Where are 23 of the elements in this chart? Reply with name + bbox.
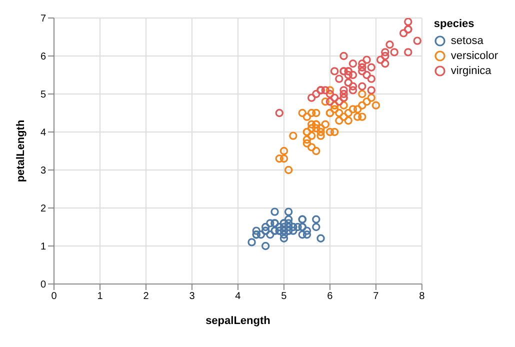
legend-label: versicolor (450, 50, 498, 62)
legend-label: setosa (450, 34, 484, 46)
y-tick-label: 7 (40, 14, 46, 25)
x-tick-label: 4 (235, 291, 242, 302)
y-axis-title: petalLength (14, 120, 27, 182)
x-tick-label: 8 (419, 291, 426, 302)
y-tick-label: 2 (40, 204, 46, 215)
x-tick-label: 6 (327, 291, 334, 302)
x-tick-label: 0 (51, 291, 58, 302)
y-tick-label: 6 (40, 52, 46, 63)
x-tick-label: 7 (373, 291, 380, 302)
x-axis-title: sepalLength (206, 315, 271, 327)
y-tick-label: 3 (40, 166, 46, 177)
y-tick-label: 4 (40, 128, 46, 139)
x-tick-label: 3 (189, 291, 196, 302)
x-tick-label: 5 (281, 291, 288, 302)
legend-label: virginica (450, 64, 492, 76)
legend-title: species (434, 18, 476, 30)
x-tick-label: 1 (97, 291, 104, 302)
y-tick-label: 5 (40, 90, 46, 101)
y-tick-label: 0 (40, 280, 46, 291)
x-tick-label: 2 (143, 291, 150, 302)
y-tick-label: 1 (40, 242, 46, 253)
